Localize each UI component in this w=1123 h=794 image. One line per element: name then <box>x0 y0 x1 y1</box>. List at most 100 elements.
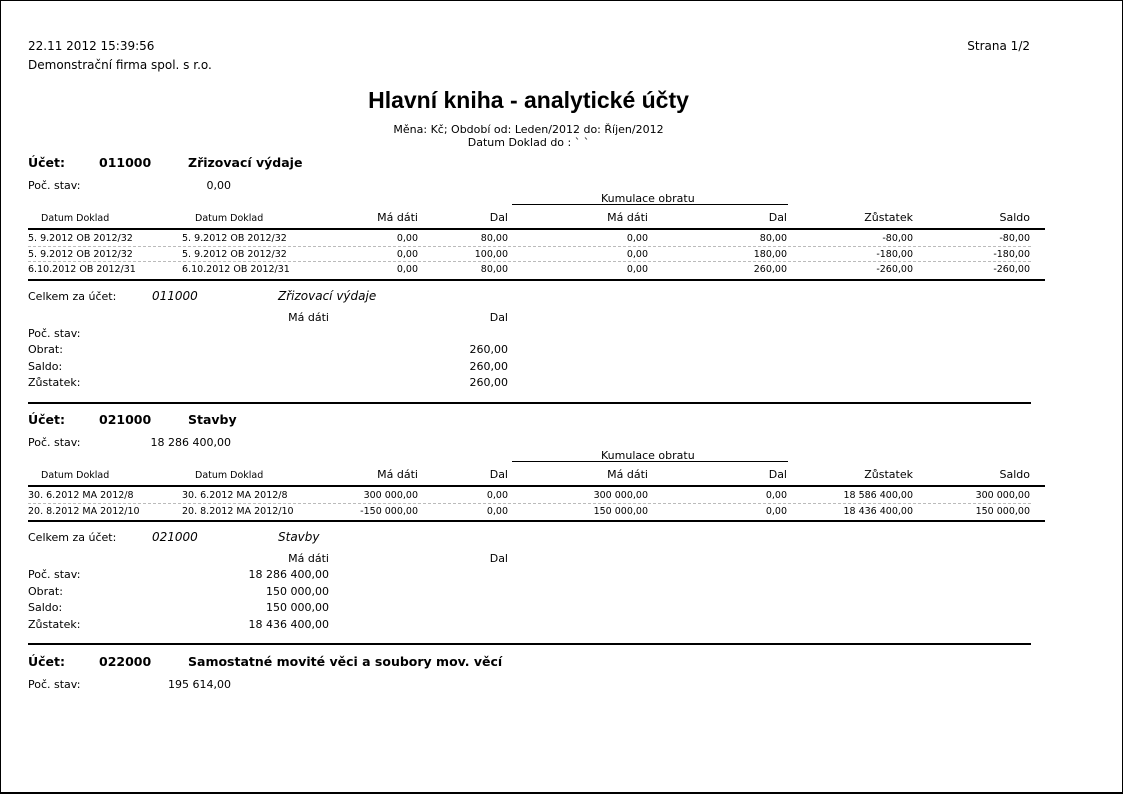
summary-header-debit: Má dáti <box>288 552 329 565</box>
cumulation-rule <box>512 204 788 205</box>
col-header-date-doc-2: Datum Doklad <box>195 470 264 481</box>
total-label: Celkem za účet: <box>28 289 117 303</box>
table-cell: 150 000,00 <box>593 505 648 517</box>
report-subtitle: Měna: Kč; Období od: Leden/2012 do: Říje… <box>393 123 664 136</box>
col-header-debit: Má dáti <box>377 211 418 224</box>
table-cell: 0,00 <box>765 490 787 501</box>
summary-header-credit: Dal <box>489 552 508 565</box>
opening-label: Poč. stav: <box>28 436 81 449</box>
summary-label-opening: Poč. stav: <box>28 568 81 581</box>
table-cell: 20. 8.2012 MA 2012/10 <box>182 505 294 517</box>
table-cell: 6.10.2012 OB 2012/31 <box>28 264 136 275</box>
summary-label-saldo: Saldo: <box>28 601 63 614</box>
col-header-cum-credit: Dal <box>768 211 787 224</box>
account-label: Účet: <box>28 155 66 170</box>
summary-debit-saldo: 150 000,00 <box>266 601 329 614</box>
summary-label-saldo: Saldo: <box>28 359 63 373</box>
total-account-number: 011000 <box>152 288 198 303</box>
opening-value: 0,00 <box>206 179 232 192</box>
account-number: 021000 <box>99 412 152 427</box>
total-label: Celkem za účet: <box>28 531 117 544</box>
table-cell: -180,00 <box>993 248 1030 260</box>
company-name: Demonstrační firma spol. s r.o. <box>28 58 212 72</box>
table-cell: 18 436 400,00 <box>843 505 913 517</box>
row-divider <box>28 245 1031 247</box>
summary-label-turnover: Obrat: <box>28 584 63 598</box>
table-cell: 0,00 <box>486 490 508 501</box>
table-cell: 30. 6.2012 MA 2012/8 <box>28 490 134 501</box>
section-separator <box>28 643 1031 645</box>
table-cell: 30. 6.2012 MA 2012/8 <box>182 490 288 501</box>
account-number: 011000 <box>99 155 152 170</box>
table-cell: 0,00 <box>396 248 418 260</box>
col-header-balance: Zůstatek <box>864 468 913 481</box>
table-cell: -260,00 <box>993 264 1030 275</box>
table-bottom-rule <box>28 520 1045 522</box>
table-cell: -180,00 <box>876 248 913 260</box>
opening-label: Poč. stav: <box>28 179 81 192</box>
row-divider <box>28 261 1031 262</box>
table-cell: -80,00 <box>882 233 913 244</box>
print-timestamp: 22.11 2012 15:39:56 <box>28 39 155 53</box>
account-label: Účet: <box>28 654 66 669</box>
table-cell: 0,00 <box>626 233 648 244</box>
summary-label-turnover: Obrat: <box>28 343 63 356</box>
table-cell: 0,00 <box>486 505 508 517</box>
page-number: Strana 1/2 <box>967 39 1030 53</box>
col-header-date-doc: Datum Doklad <box>41 213 110 224</box>
cumulation-header: Kumulace obratu <box>601 449 695 462</box>
table-cell: -260,00 <box>876 264 913 275</box>
table-cell: 20. 8.2012 MA 2012/10 <box>28 505 140 517</box>
summary-header-debit: Má dáti <box>288 310 329 324</box>
summary-label-balance: Zůstatek: <box>28 376 81 389</box>
table-cell: 300 000,00 <box>363 490 418 501</box>
table-cell: 0,00 <box>396 233 418 244</box>
col-header-cum-debit: Má dáti <box>607 468 648 481</box>
opening-value: 195 614,00 <box>168 678 231 691</box>
summary-credit-balance: 260,00 <box>469 376 509 389</box>
report-title: Hlavní kniha - analytické účty <box>368 87 689 113</box>
table-cell: 180,00 <box>753 248 787 260</box>
table-cell: 5. 9.2012 OB 2012/32 <box>28 233 133 244</box>
cumulation-rule <box>512 461 788 462</box>
col-header-saldo: Saldo <box>999 211 1031 224</box>
col-header-credit: Dal <box>489 211 508 224</box>
col-header-debit: Má dáti <box>377 468 418 481</box>
table-cell: 6.10.2012 OB 2012/31 <box>182 264 290 275</box>
col-header-date-doc-2: Datum Doklad <box>195 213 264 224</box>
summary-credit-saldo: 260,00 <box>469 359 509 373</box>
table-cell: 80,00 <box>480 264 508 275</box>
table-cell: 0,00 <box>626 248 648 260</box>
total-account-name: Stavby <box>278 530 320 544</box>
summary-debit-balance: 18 436 400,00 <box>248 617 329 631</box>
account-name: Samostatné movité věci a soubory mov. vě… <box>188 654 503 669</box>
cumulation-header: Kumulace obratu <box>601 192 695 205</box>
table-cell: 300 000,00 <box>593 490 648 501</box>
col-header-saldo: Saldo <box>999 468 1031 481</box>
table-bottom-rule <box>28 278 1045 281</box>
table-cell: -80,00 <box>999 233 1030 244</box>
summary-credit-turnover: 260,00 <box>469 343 509 356</box>
summary-debit-opening: 18 286 400,00 <box>248 568 329 581</box>
report-date-filter: Datum Doklad do : ` ` <box>467 136 590 149</box>
row-divider <box>28 502 1031 504</box>
table-cell: 80,00 <box>759 233 787 244</box>
summary-label-opening: Poč. stav: <box>28 326 81 340</box>
table-cell: 300 000,00 <box>975 490 1030 501</box>
table-cell: 18 586 400,00 <box>843 490 913 501</box>
account-number: 022000 <box>99 654 152 669</box>
table-top-rule <box>28 485 1045 487</box>
summary-header-credit: Dal <box>489 310 508 324</box>
table-cell: 0,00 <box>765 505 787 517</box>
table-cell: 5. 9.2012 OB 2012/32 <box>182 248 287 260</box>
table-cell: 260,00 <box>753 264 787 275</box>
total-account-name: Zřizovací výdaje <box>278 288 377 303</box>
total-account-number: 021000 <box>152 530 198 544</box>
opening-value: 18 286 400,00 <box>150 436 231 449</box>
opening-label: Poč. stav: <box>28 678 81 691</box>
table-cell: 0,00 <box>396 264 418 275</box>
col-header-cum-debit: Má dáti <box>607 211 648 224</box>
table-cell: 0,00 <box>626 264 648 275</box>
summary-label-balance: Zůstatek: <box>28 617 81 631</box>
